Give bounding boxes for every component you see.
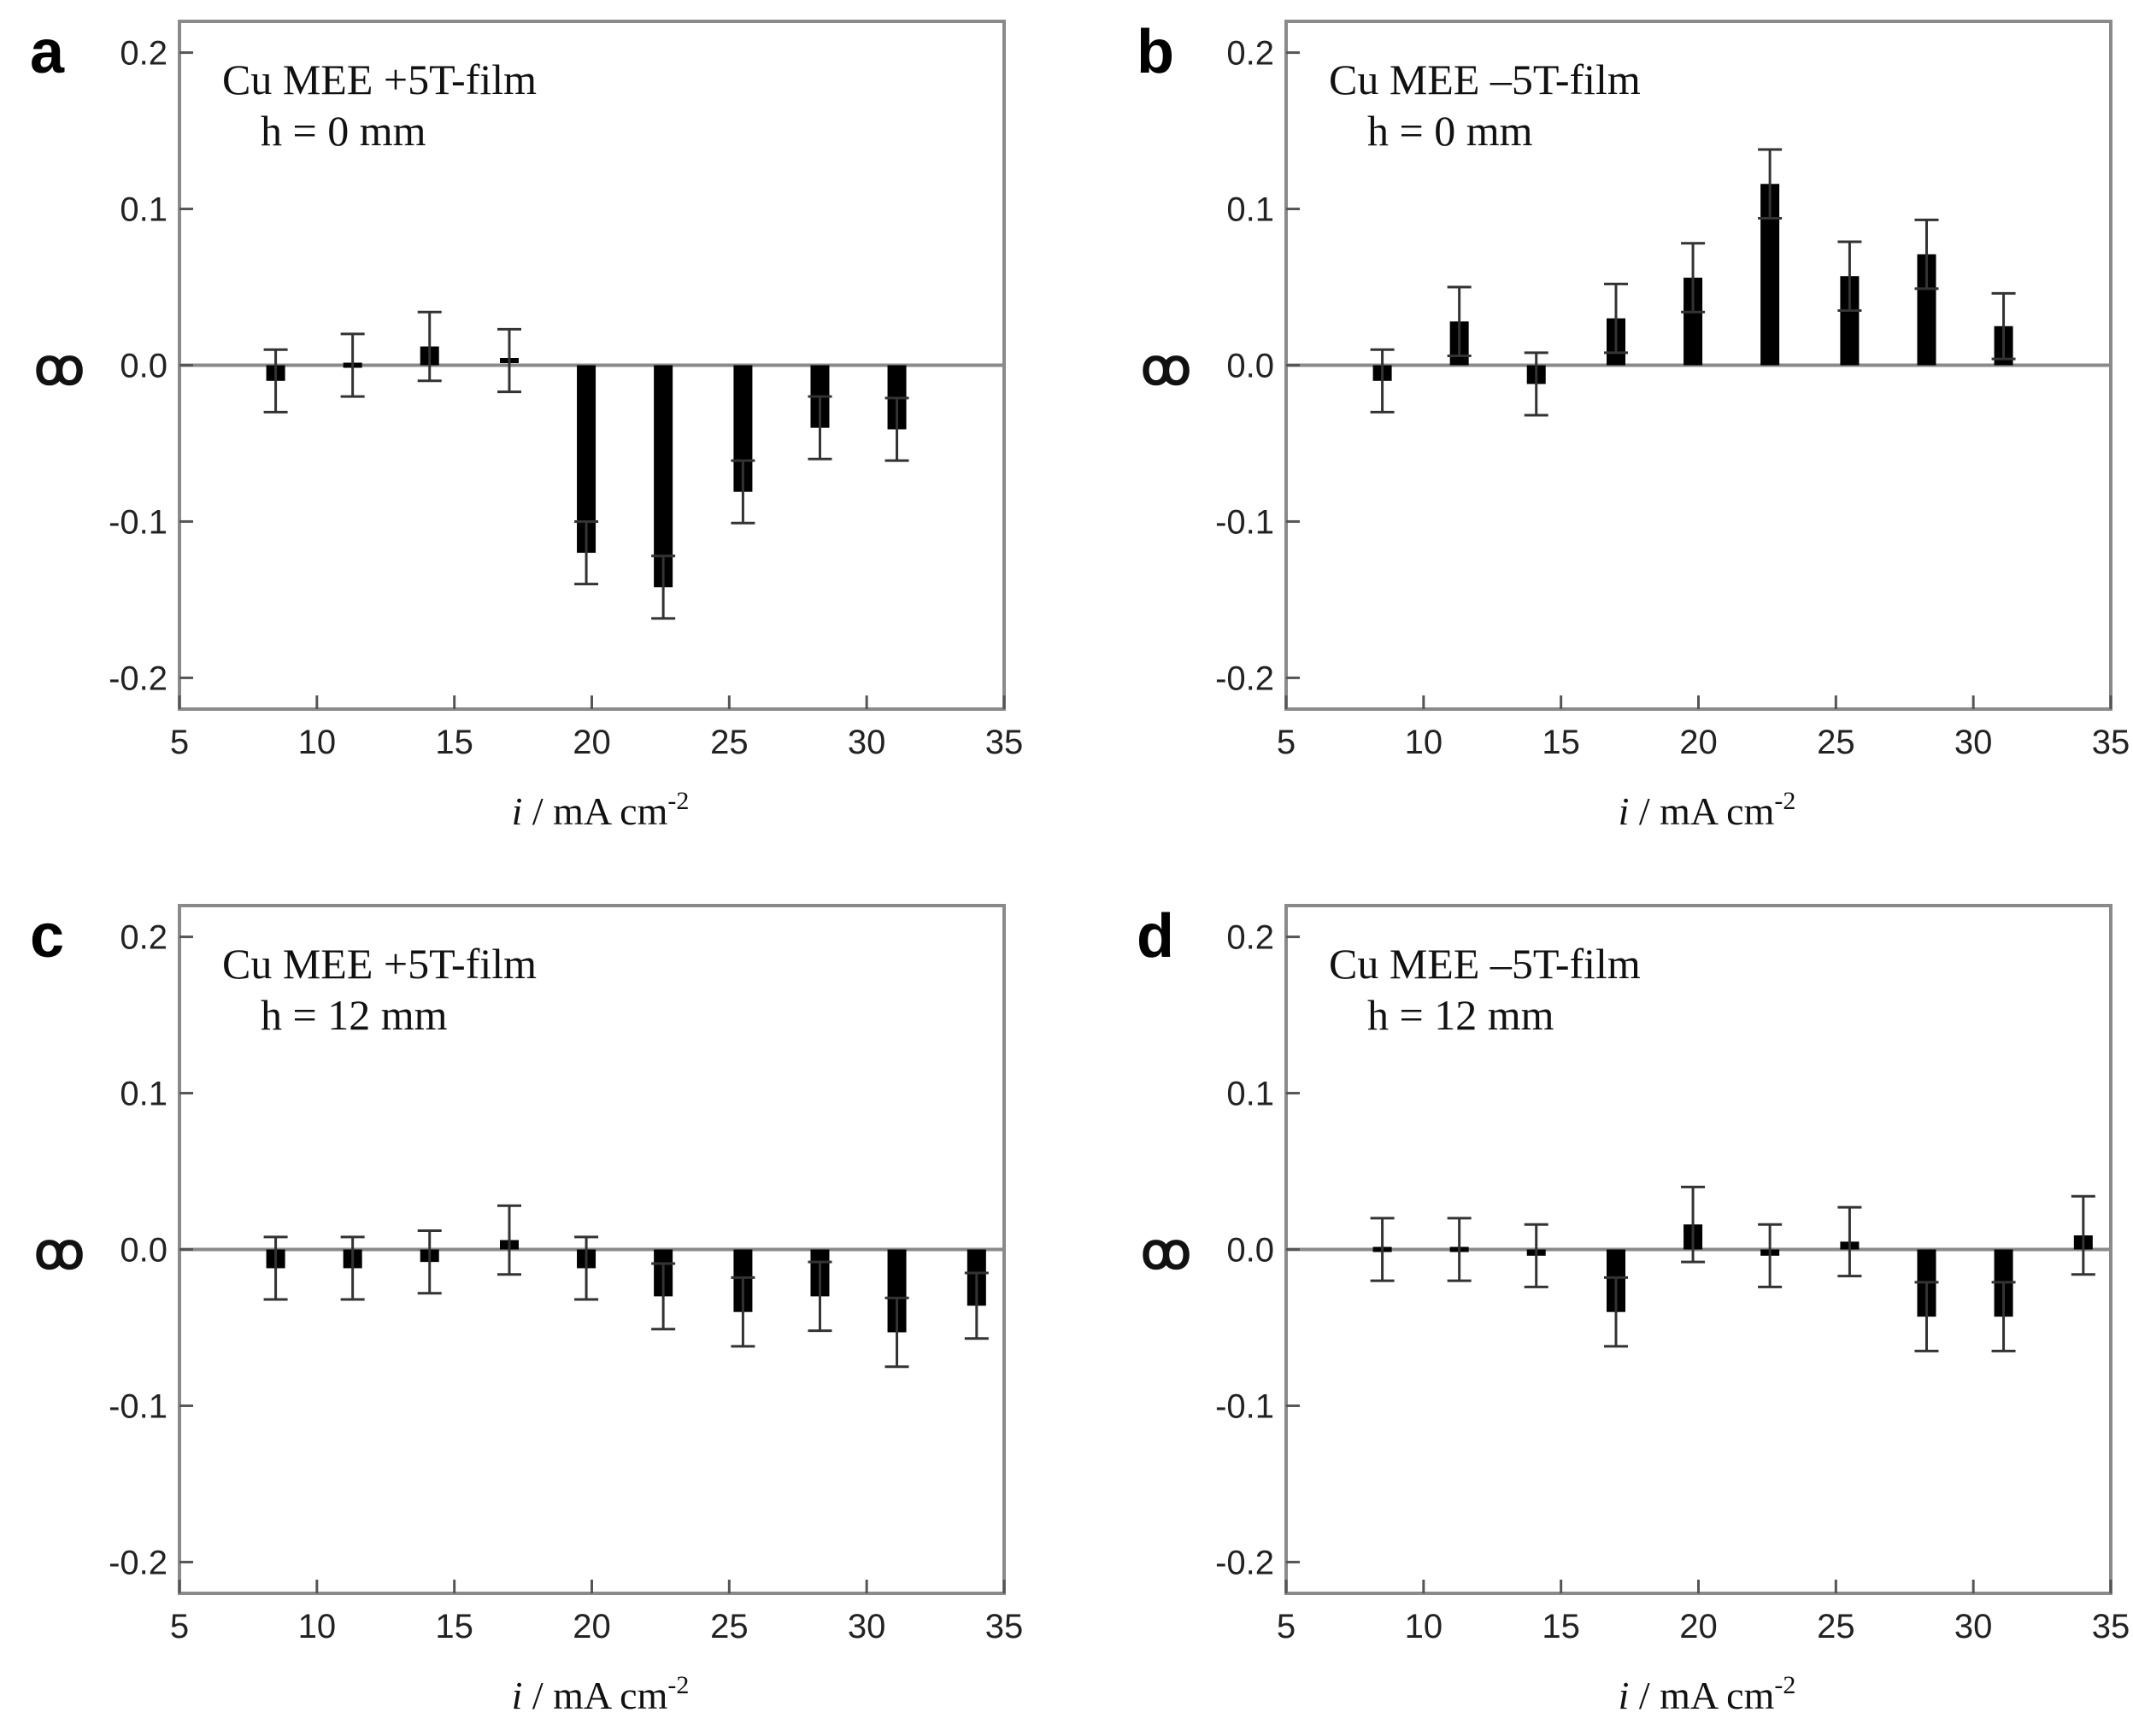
x-axis-label-exponent: -2 (667, 787, 689, 815)
bar (654, 365, 673, 588)
y-tick-label: 0.0 (1226, 1232, 1274, 1270)
x-tick-label: 20 (1679, 1608, 1718, 1645)
y-tick-label: 0.1 (120, 191, 167, 229)
x-tick-label: 15 (1542, 724, 1580, 761)
x-tick-label: 30 (848, 724, 886, 761)
x-tick-label: 25 (710, 724, 749, 761)
x-tick-label: 10 (298, 724, 337, 761)
bar (887, 1249, 907, 1333)
x-axis-label-exponent: -2 (1774, 1671, 1795, 1699)
y-axis-label: ꝏ (1141, 1224, 1191, 1280)
y-tick-label: -0.2 (109, 660, 167, 697)
y-tick-label: 0.0 (1226, 348, 1274, 385)
x-axis-label-unit: / mA cm (1629, 789, 1774, 833)
annotation-sample: Cu MEE +5T-film (222, 56, 537, 103)
x-axis-label: i / mA cm-2 (512, 787, 690, 833)
x-axis-label-unit: / mA cm (1629, 1674, 1774, 1717)
x-axis-label-unit: / mA cm (522, 789, 667, 833)
panel-letter: b (1137, 18, 1174, 86)
panel-letter: c (30, 902, 64, 971)
annotation-height: h = 12 mm (261, 991, 448, 1039)
y-axis-label: ꝏ (1141, 340, 1191, 396)
x-tick-label: 10 (1405, 724, 1443, 761)
panel-letter: a (30, 18, 65, 86)
x-tick-label: 20 (573, 724, 611, 761)
x-tick-label: 35 (2092, 724, 2130, 761)
x-axis-label: i / mA cm-2 (1619, 1671, 1796, 1717)
bar (577, 365, 596, 554)
y-tick-label: -0.2 (1215, 1544, 1274, 1581)
x-axis-label: i / mA cm-2 (1619, 787, 1796, 833)
y-tick-label: 0.2 (120, 919, 167, 957)
x-tick-label: 10 (1405, 1608, 1443, 1645)
bar (1840, 276, 1860, 366)
x-tick-label: 30 (1954, 1608, 1993, 1645)
x-tick-label: 5 (1277, 724, 1296, 761)
x-tick-label: 25 (710, 1608, 749, 1645)
x-tick-label: 5 (1277, 1608, 1296, 1645)
y-tick-label: 0.0 (120, 1232, 167, 1270)
bar (1917, 254, 1936, 366)
x-tick-label: 10 (298, 1608, 337, 1645)
x-tick-label: 35 (2092, 1608, 2130, 1645)
y-tick-label: 0.1 (120, 1076, 167, 1113)
x-tick-label: 5 (170, 724, 189, 761)
y-tick-label: -0.1 (1215, 503, 1274, 541)
annotation-height: h = 0 mm (261, 107, 426, 155)
y-axis-label: ꝏ (34, 340, 85, 396)
annotation-sample: Cu MEE –5T-film (1329, 56, 1641, 103)
x-tick-label: 20 (1679, 724, 1718, 761)
x-axis-label-var: i (512, 1674, 523, 1717)
x-axis-label: i / mA cm-2 (512, 1671, 690, 1717)
y-tick-label: 0.2 (1226, 35, 1274, 73)
y-tick-label: 0.2 (1226, 919, 1274, 957)
panel-b: -0.2 -0.1 0.0 0.1 0.2 5 10 15 20 25 30 35 b ꝏ Cu MEE –… (1137, 18, 2130, 833)
y-tick-label: -0.1 (109, 503, 167, 541)
x-axis-label-exponent: -2 (667, 1671, 689, 1699)
annotation-sample: Cu MEE +5T-film (222, 940, 537, 988)
y-tick-label: 0.2 (120, 35, 167, 73)
panel-a: -0.2 -0.1 0.0 0.1 0.2 5 10 15 20 25 30 35 a ꝏ Cu MEE +… (30, 18, 1023, 833)
y-tick-label: -0.2 (109, 1544, 167, 1581)
annotation-sample: Cu MEE –5T-film (1329, 940, 1641, 988)
panel-letter: d (1137, 902, 1174, 971)
x-tick-label: 30 (848, 1608, 886, 1645)
annotation-height: h = 12 mm (1367, 991, 1554, 1039)
y-tick-label: 0.1 (1226, 191, 1274, 229)
y-tick-label: 0.0 (120, 348, 167, 385)
x-tick-label: 35 (985, 724, 1024, 761)
x-axis-label-var: i (1619, 1674, 1630, 1717)
x-axis-label-var: i (512, 789, 523, 833)
x-tick-label: 15 (435, 724, 473, 761)
panel-c: -0.2 -0.1 0.0 0.1 0.2 5 10 15 20 25 30 35 c ꝏ Cu MEE +… (30, 902, 1023, 1717)
x-axis-label-unit: / mA cm (522, 1674, 667, 1717)
x-tick-label: 25 (1817, 724, 1855, 761)
bar (1760, 184, 1780, 366)
y-axis-label: ꝏ (34, 1224, 85, 1280)
x-axis-label-var: i (1619, 789, 1630, 833)
x-tick-label: 25 (1817, 1608, 1855, 1645)
x-tick-label: 35 (985, 1608, 1024, 1645)
y-tick-label: 0.1 (1226, 1076, 1274, 1113)
x-axis-label-exponent: -2 (1774, 787, 1795, 815)
y-tick-label: -0.2 (1215, 660, 1274, 697)
x-tick-label: 5 (170, 1608, 189, 1645)
x-tick-label: 15 (435, 1608, 473, 1645)
panel-d: -0.2 -0.1 0.0 0.1 0.2 5 10 15 20 25 30 35 d ꝏ Cu MEE –… (1137, 902, 2130, 1717)
x-tick-label: 15 (1542, 1608, 1580, 1645)
x-tick-label: 20 (573, 1608, 611, 1645)
annotation-height: h = 0 mm (1367, 107, 1533, 155)
bar (1683, 278, 1703, 366)
x-tick-label: 30 (1954, 724, 1993, 761)
y-tick-label: -0.1 (109, 1387, 167, 1425)
y-tick-label: -0.1 (1215, 1387, 1274, 1425)
